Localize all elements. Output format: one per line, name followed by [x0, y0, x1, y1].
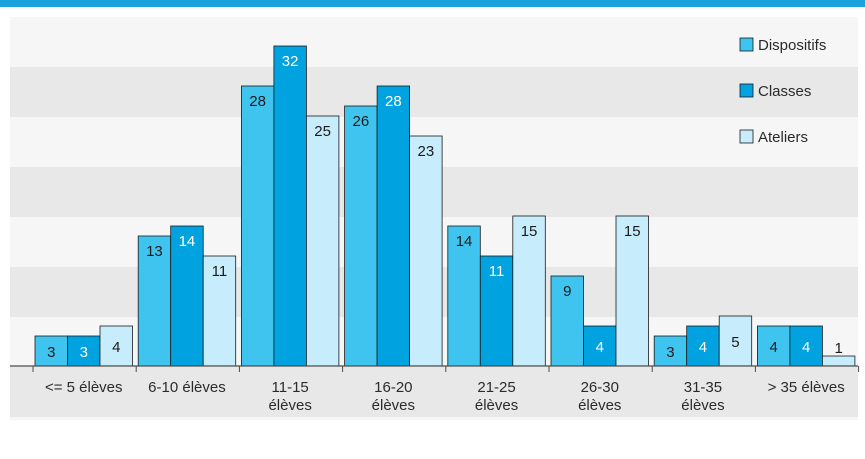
legend-label-classes: Classes — [758, 83, 811, 100]
bar-classes-7 — [789, 325, 823, 367]
bar-ateliers-7 — [822, 355, 856, 367]
top-rule — [0, 0, 865, 7]
legend-swatch-dispositifs — [739, 37, 754, 52]
category-label: 11-15 élèves — [268, 379, 311, 414]
bar-value-label: 28 — [385, 93, 402, 110]
bar-classes-3 — [376, 85, 411, 367]
bar-value-label: 9 — [563, 283, 571, 300]
bar-value-label: 3 — [47, 344, 55, 361]
bar-value-label: 11 — [489, 263, 505, 280]
bar-ateliers-3 — [409, 135, 443, 367]
bar-dispositifs-1 — [137, 235, 172, 367]
grid-band — [10, 417, 858, 420]
bar-value-label: 4 — [802, 339, 810, 356]
bar-ateliers-6 — [718, 315, 753, 367]
bar-value-label: 1 — [834, 340, 842, 357]
bar-value-label: 26 — [353, 113, 370, 130]
bar-value-label: 32 — [282, 53, 299, 70]
bar-value-label: 4 — [769, 339, 777, 356]
legend-label-ateliers: Ateliers — [758, 129, 808, 146]
bar-value-label: 11 — [212, 263, 228, 280]
bar-classes-6 — [686, 325, 720, 367]
category-label: 16-20 élèves — [372, 379, 415, 414]
bar-dispositifs-5 — [550, 275, 584, 367]
grid-band — [10, 367, 858, 417]
bar-value-label: 13 — [146, 243, 163, 260]
bar-value-label: 25 — [314, 123, 331, 140]
bar-dispositifs-4 — [447, 225, 481, 367]
bar-ateliers-2 — [305, 115, 340, 367]
bar-classes-1 — [170, 225, 204, 367]
bar-dispositifs-2 — [240, 85, 275, 367]
bar-value-label: 15 — [521, 223, 538, 240]
bar-ateliers-0 — [99, 325, 133, 367]
category-label: 6-10 élèves — [148, 379, 226, 396]
bar-value-label: 3 — [666, 344, 674, 361]
category-label: 26-30 élèves — [578, 379, 621, 414]
bar-ateliers-1 — [202, 255, 237, 367]
bar-value-label: 4 — [596, 339, 604, 356]
bar-classes-2 — [273, 45, 307, 367]
x-axis — [10, 365, 860, 372]
bar-value-label: 3 — [80, 344, 88, 361]
bar-value-label: 5 — [731, 334, 739, 351]
bar-value-label: 14 — [456, 233, 473, 250]
grid-band — [10, 67, 858, 117]
bar-value-label: 4 — [699, 339, 707, 356]
bar-dispositifs-3 — [344, 105, 378, 367]
legend-label-dispositifs: Dispositifs — [758, 37, 826, 54]
bar-value-label: 15 — [624, 223, 641, 240]
category-label: > 35 élèves — [768, 379, 845, 396]
bar-dispositifs-6 — [653, 335, 688, 367]
legend: Dispositifs Classes Ateliers — [739, 37, 826, 146]
bar-value-label: 23 — [418, 143, 435, 160]
category-label: 31-35 élèves — [681, 379, 724, 414]
bar-ateliers-4 — [512, 215, 546, 367]
bar-value-label: 28 — [249, 93, 266, 110]
bars: 3 3 4 13 14 11 28 32 25 26 28 23 14 11 15 9 4 15 3 4 5 4 4 1 — [34, 45, 856, 367]
category-labels: <= 5 élèves 6-10 élèves 11-15 élèves 16-20 él… — [45, 379, 845, 414]
category-label: <= 5 élèves — [45, 379, 123, 396]
grid-band — [10, 17, 858, 67]
bar-ateliers-5 — [615, 215, 649, 367]
category-label: 21-25 élèves — [475, 379, 518, 414]
legend-swatch-classes — [739, 83, 754, 98]
bar-value-label: 4 — [112, 339, 120, 356]
legend-swatch-ateliers — [739, 129, 754, 144]
bar-value-label: 14 — [179, 233, 196, 250]
